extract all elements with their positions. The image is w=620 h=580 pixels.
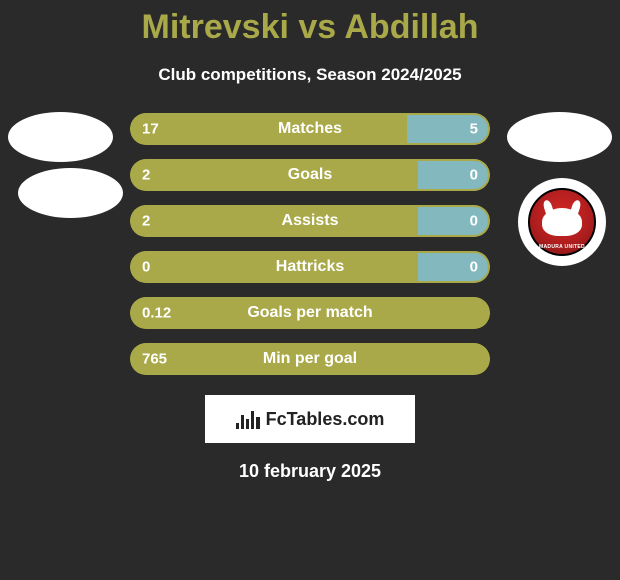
stat-row: Min per goal 765: [130, 343, 490, 375]
stat-row: Hattricks 0 0: [130, 251, 490, 283]
stat-value-right: 5: [470, 121, 478, 138]
stat-value-right: 0: [470, 259, 478, 276]
stat-bar-left: [130, 251, 418, 283]
stat-label: Goals per match: [247, 304, 372, 322]
stat-label: Matches: [278, 120, 342, 138]
stat-bars: Matches175Goals20Assists20Hattricks00Goa…: [130, 113, 490, 375]
stat-bar-right: [418, 205, 490, 237]
fctables-attribution[interactable]: FcTables.com: [205, 395, 415, 443]
stat-bar-left: [130, 205, 418, 237]
fctables-label: FcTables.com: [266, 409, 385, 430]
stat-row: Goals 2 0: [130, 159, 490, 191]
date-label: 10 february 2025: [0, 461, 620, 482]
stat-bar-left: [130, 159, 418, 191]
stat-label: Hattricks: [276, 258, 344, 276]
stat-bar-left: [130, 113, 407, 145]
stat-row: Assists 2 0: [130, 205, 490, 237]
stat-value-right: 0: [470, 213, 478, 230]
stat-value-right: 0: [470, 167, 478, 184]
comparison-card: Mitrevski vs Abdillah Club competitions,…: [0, 0, 620, 482]
stat-value-left: 765: [142, 351, 167, 368]
stats-area: Matches175Goals20Assists20Hattricks00Goa…: [0, 113, 620, 375]
stat-row: Goals per match 0.12: [130, 297, 490, 329]
subtitle: Club competitions, Season 2024/2025: [0, 65, 620, 85]
stat-value-left: 17: [142, 121, 159, 138]
stat-row: Matches 17 5: [130, 113, 490, 145]
stat-value-left: 0: [142, 259, 150, 276]
stat-value-left: 2: [142, 167, 150, 184]
stat-bar-right: [418, 159, 490, 191]
page-title: Mitrevski vs Abdillah: [0, 8, 620, 47]
stat-value-left: 0.12: [142, 305, 171, 322]
stat-label: Min per goal: [263, 350, 357, 368]
stat-label: Goals: [288, 166, 332, 184]
stat-bar-right: [418, 251, 490, 283]
bar-chart-icon: [236, 409, 260, 429]
stat-value-left: 2: [142, 213, 150, 230]
stat-label: Assists: [282, 212, 339, 230]
